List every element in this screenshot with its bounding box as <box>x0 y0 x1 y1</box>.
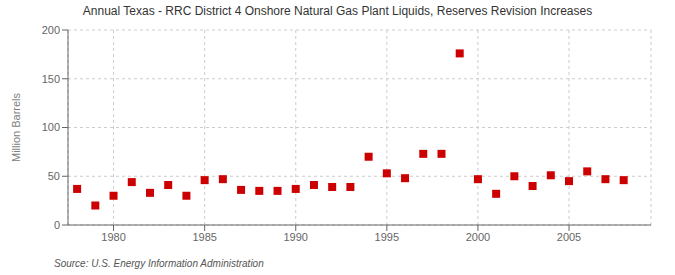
svg-text:0: 0 <box>54 219 60 231</box>
html-text:Source: U.S. Energy Informatio: Source: U.S. Energy Information Administ… <box>54 258 264 269</box>
svg-text:50: 50 <box>48 170 60 182</box>
svg-text:1990: 1990 <box>283 231 307 243</box>
svg-text:100: 100 <box>42 121 60 133</box>
svg-text:1985: 1985 <box>192 231 216 243</box>
svg-text:2000: 2000 <box>466 231 490 243</box>
svg-text:150: 150 <box>42 73 60 85</box>
svg-text:2005: 2005 <box>557 231 581 243</box>
svg-text:1980: 1980 <box>101 231 125 243</box>
html-text:Annual Texas - RRC District 4: Annual Texas - RRC District 4 Onshore Na… <box>82 4 593 18</box>
svg-text:200: 200 <box>42 24 60 36</box>
svg-text:Million Barrels: Million Barrels <box>10 92 22 162</box>
svg-text:1995: 1995 <box>375 231 399 243</box>
